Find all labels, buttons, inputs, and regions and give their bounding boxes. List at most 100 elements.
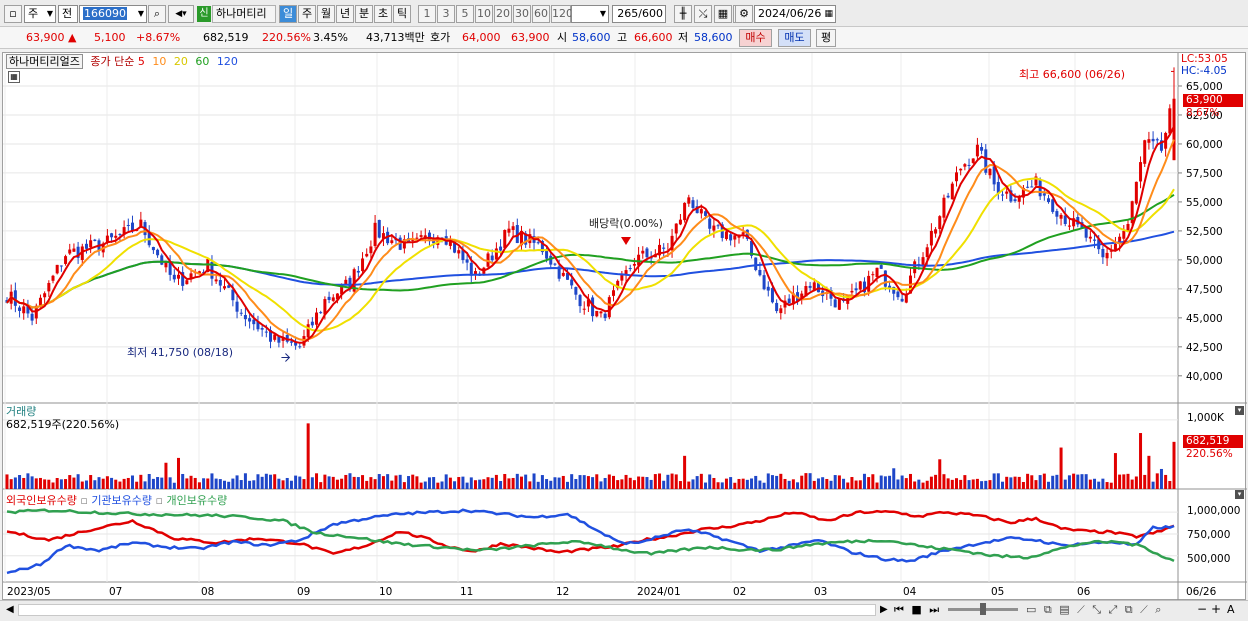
- candle-body: [156, 249, 160, 256]
- volume-bar: [147, 474, 151, 489]
- sell-button[interactable]: 매도: [778, 29, 811, 47]
- zoom-slider-thumb[interactable]: [980, 603, 986, 615]
- interval-tab-1[interactable]: 주: [298, 5, 316, 23]
- volume-bar: [1126, 473, 1130, 489]
- volume-bar: [925, 480, 929, 489]
- volume-bar: [227, 481, 231, 489]
- volume-bar: [340, 478, 344, 489]
- playback-controls[interactable]: ⏮ ■ ⏭: [894, 603, 942, 616]
- candle-body: [750, 240, 754, 256]
- volume-bar: [315, 473, 319, 489]
- panel-close-icon[interactable]: ▾: [1235, 490, 1244, 499]
- candle-body: [507, 228, 511, 233]
- volume-bar: [536, 481, 540, 489]
- font-size-icon[interactable]: A: [1227, 603, 1235, 616]
- drawing-tools[interactable]: ▭ ⧉ ▤ ⟋ ⤡ ⤢ ⧉ ⟋ ⌕: [1026, 603, 1164, 616]
- candle-type-icon[interactable]: ╫: [674, 5, 692, 23]
- candle-body: [996, 181, 1000, 194]
- minute-button-3[interactable]: 3: [437, 5, 455, 23]
- candle-body: [779, 308, 783, 314]
- candle-body: [461, 250, 465, 261]
- prev-select[interactable]: 전: [58, 5, 78, 23]
- minute-button-5[interactable]: 5: [456, 5, 474, 23]
- price-tick-label-7: 47,500: [1186, 284, 1223, 296]
- horizontal-scrollbar[interactable]: [18, 604, 876, 616]
- low-value: 58,600: [694, 31, 733, 44]
- volume-bar: [231, 478, 235, 489]
- volume-bar: [750, 478, 754, 489]
- count-input[interactable]: 265/600: [612, 5, 666, 23]
- volume-bar: [206, 478, 210, 489]
- volume-bar: [26, 473, 30, 489]
- volume-bar: [812, 480, 816, 489]
- eval-button[interactable]: 평: [816, 29, 836, 47]
- search-icon[interactable]: ⌕: [148, 5, 166, 23]
- speaker-icon[interactable]: ◀▾: [168, 5, 194, 23]
- interval-tab-4[interactable]: 분: [355, 5, 373, 23]
- volume-bar: [724, 478, 728, 489]
- candle-body: [766, 286, 770, 291]
- candle-body: [1168, 108, 1172, 134]
- minute-button-60[interactable]: 60: [532, 5, 550, 23]
- scroll-right-icon[interactable]: ▶: [880, 604, 888, 615]
- grid-icon[interactable]: ▦: [714, 5, 732, 23]
- date-input[interactable]: 2024/06/26 ▦: [754, 5, 836, 23]
- candle-body: [729, 234, 733, 241]
- volume-bar: [954, 478, 958, 489]
- minute-button-120[interactable]: 120: [551, 5, 573, 23]
- buy-button[interactable]: 매수: [739, 29, 772, 47]
- zoom-out-icon[interactable]: −: [1197, 602, 1208, 616]
- volume-bar: [503, 473, 507, 489]
- candle-body: [704, 211, 708, 216]
- volume-bar: [469, 477, 473, 489]
- period-select-label: 주: [28, 7, 39, 20]
- volume-bar: [511, 477, 515, 489]
- candle-body: [758, 269, 762, 276]
- price-tick-label-9: 42,500: [1186, 342, 1223, 354]
- minute-button-1[interactable]: 1: [418, 5, 436, 23]
- candle-body: [64, 256, 68, 264]
- volume-bar: [528, 481, 532, 489]
- volume-bar: [13, 477, 17, 489]
- volume-bar: [708, 474, 712, 489]
- candle-body: [327, 296, 331, 300]
- candle-body: [465, 259, 469, 263]
- panel-close-icon[interactable]: ▾: [1235, 406, 1244, 415]
- zoom-in-icon[interactable]: +: [1211, 602, 1222, 616]
- volume-bar: [1088, 479, 1092, 489]
- chart-canvas[interactable]: 65,000 62,500 60,000 57,500 55,000 52,500 50,0…: [3, 53, 1247, 601]
- volume-bar: [377, 474, 381, 489]
- minute-button-30[interactable]: 30: [513, 5, 531, 23]
- table-icon[interactable]: ▦: [8, 71, 20, 83]
- candle-body: [800, 293, 804, 301]
- x-tick-label-10: 04: [903, 586, 917, 598]
- volume-bar: [1093, 478, 1097, 489]
- period-select[interactable]: 주 ▼: [24, 5, 56, 23]
- settings-icon[interactable]: ⚙: [735, 5, 753, 23]
- candle-body: [942, 197, 946, 218]
- candle-body: [892, 286, 896, 294]
- interval-tab-6[interactable]: 틱: [393, 5, 411, 23]
- candle-body: [1026, 186, 1030, 188]
- volume-bar: [38, 477, 42, 489]
- interval-tab-0[interactable]: 일: [279, 5, 297, 23]
- indicator-icon[interactable]: ⤯: [694, 5, 712, 23]
- volume-bar: [499, 481, 503, 489]
- interval-tab-2[interactable]: 월: [317, 5, 335, 23]
- interval-tab-5[interactable]: 초: [374, 5, 392, 23]
- scroll-left-icon[interactable]: ◀: [6, 604, 14, 615]
- volume-bar: [988, 480, 992, 489]
- stock-code-input[interactable]: 166090 ▼: [79, 5, 147, 23]
- volume-bar: [683, 455, 687, 489]
- minute-button-20[interactable]: 20: [494, 5, 512, 23]
- window-menu-icon[interactable]: ▫: [4, 5, 22, 23]
- price-tick-label-1: 62,500: [1186, 110, 1223, 122]
- minute-custom-select[interactable]: ▼: [571, 5, 609, 23]
- interval-tab-3[interactable]: 년: [336, 5, 354, 23]
- volume-bar: [361, 475, 365, 489]
- change-value: 5,100: [94, 31, 126, 44]
- volume-bar: [398, 474, 402, 489]
- candle-body: [599, 311, 603, 314]
- candle-body: [419, 235, 423, 237]
- minute-button-10[interactable]: 10: [475, 5, 493, 23]
